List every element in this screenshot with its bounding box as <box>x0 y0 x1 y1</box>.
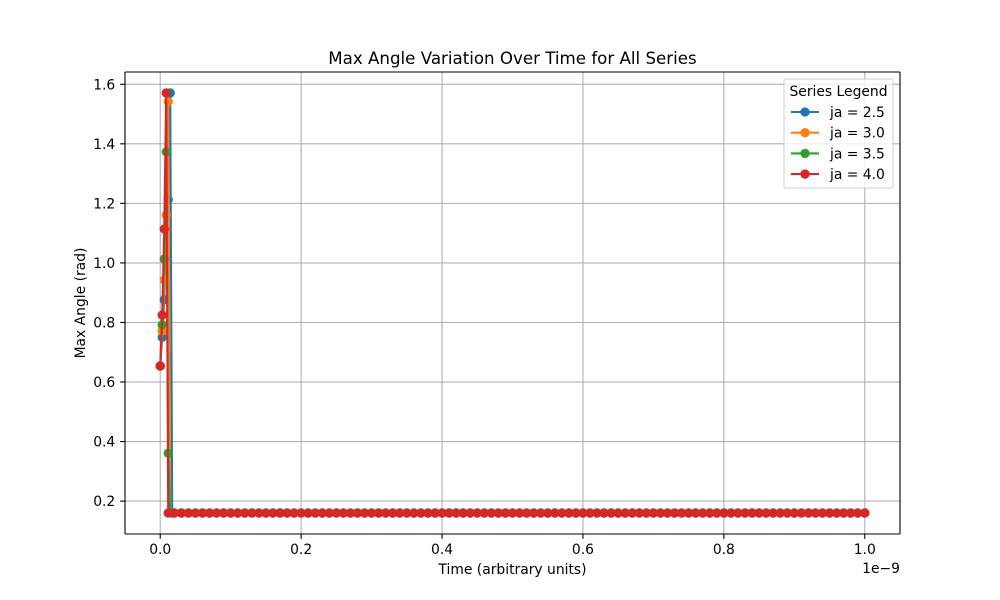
x-tick-label: 0.2 <box>290 542 312 558</box>
x-axis-label: Time (arbitrary units) <box>437 562 586 578</box>
y-tick-label: 0.4 <box>93 435 115 451</box>
legend-marker <box>800 107 810 117</box>
data-point-ja-4-0 <box>157 310 167 320</box>
legend-entry: ja = 3.0 <box>791 126 885 142</box>
legend-entry: ja = 3.5 <box>791 146 885 162</box>
data-point-ja-4-0 <box>159 224 169 234</box>
legend-marker <box>800 169 810 179</box>
chart-title: Max Angle Variation Over Time for All Se… <box>328 49 696 68</box>
legend-entry: ja = 2.5 <box>791 105 885 121</box>
series-ja-4-0 <box>155 88 870 518</box>
legend-label: ja = 3.5 <box>829 146 885 162</box>
y-tick-label: 0.2 <box>93 494 115 510</box>
x-tick-label: 1.0 <box>854 542 876 558</box>
x-axis-ticks: 0.0 0.2 0.4 0.6 0.8 1.0 <box>149 534 876 558</box>
x-axis-offset-label: 1e−9 <box>862 561 900 577</box>
y-tick-label: 0.8 <box>93 315 115 331</box>
series-layer <box>155 88 870 518</box>
data-point-ja-4-0 <box>860 508 870 518</box>
legend: Series Legend ja = 2.5 ja = 3.0 ja = 3.5… <box>783 78 894 189</box>
y-tick-label: 1.4 <box>93 137 115 153</box>
y-axis-ticks: 0.2 0.4 0.6 0.8 1.0 1.2 1.4 1.6 <box>93 77 125 510</box>
y-tick-label: 1.0 <box>93 256 115 272</box>
x-tick-label: 0.8 <box>713 542 735 558</box>
legend-label: ja = 2.5 <box>829 105 885 121</box>
x-tick-label: 0.6 <box>572 542 594 558</box>
plot-area <box>125 72 900 534</box>
y-tick-label: 1.2 <box>93 196 115 212</box>
legend-marker <box>800 128 810 138</box>
axes-spines <box>124 71 901 535</box>
x-tick-label: 0.4 <box>431 542 453 558</box>
legend-marker <box>800 148 810 159</box>
legend-entry: ja = 4.0 <box>791 167 885 183</box>
data-point-ja-4-0 <box>161 88 171 98</box>
data-point-ja-4-0 <box>155 361 165 371</box>
y-tick-label: 1.6 <box>93 77 115 93</box>
legend-frame <box>783 78 894 189</box>
x-tick-label: 0.0 <box>149 542 171 558</box>
y-tick-label: 0.6 <box>93 375 115 391</box>
y-axis-label: Max Angle (rad) <box>73 248 89 359</box>
legend-label: ja = 3.0 <box>829 126 885 142</box>
legend-title: Series Legend <box>789 84 887 100</box>
legend-label: ja = 4.0 <box>829 167 885 183</box>
